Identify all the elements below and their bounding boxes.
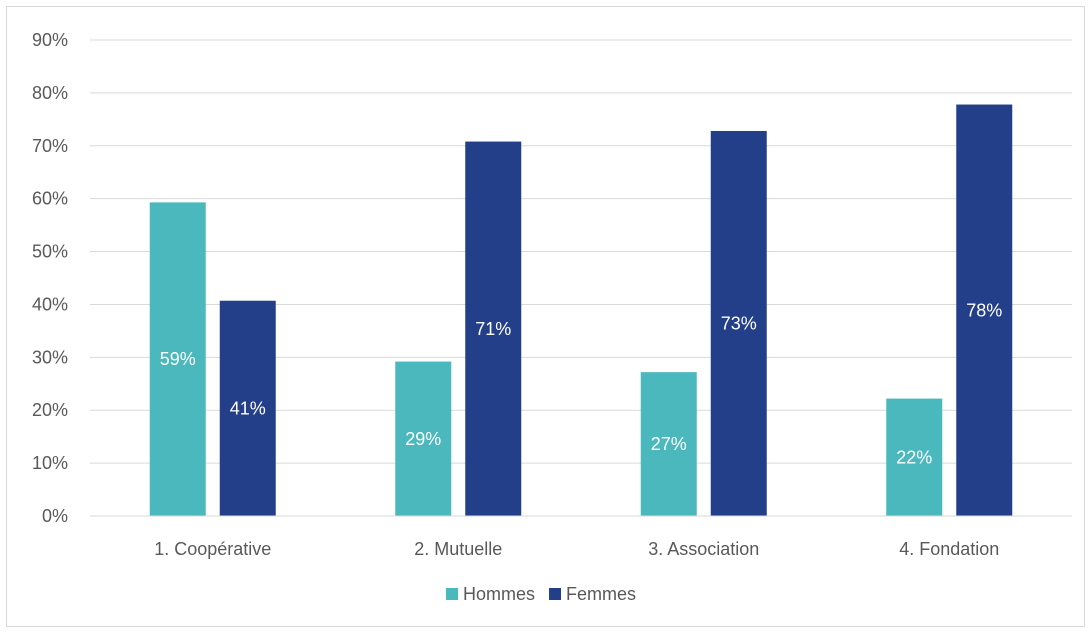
bar-hommes-2 <box>395 361 452 516</box>
y-tick-label: 20% <box>32 400 68 420</box>
bar-femmes-4 <box>956 104 1013 516</box>
y-tick-label: 80% <box>32 83 68 103</box>
y-tick-label: 0% <box>42 506 68 526</box>
y-tick-label: 90% <box>32 30 68 50</box>
bar-hommes-1 <box>149 202 206 516</box>
y-tick-label: 10% <box>32 453 68 473</box>
data-label: 27% <box>651 434 687 454</box>
y-tick-label: 60% <box>32 189 68 209</box>
data-label: 22% <box>896 447 932 467</box>
x-axis: 1. Coopérative 2. Mutuelle 3. Association 4… <box>90 515 1072 559</box>
legend-label-femmes: Femmes <box>566 584 636 604</box>
data-label: 71% <box>475 319 511 339</box>
bar-hommes-3 <box>640 372 697 516</box>
bars: 59% 41% 29% 71% 27% 73% 22% 78% <box>149 104 1013 517</box>
x-tick-label: 1. Coopérative <box>154 539 271 559</box>
legend-label-hommes: Hommes <box>463 584 535 604</box>
data-label: 73% <box>721 313 757 333</box>
bar-femmes-2 <box>465 141 522 516</box>
x-tick-label: 2. Mutuelle <box>414 539 502 559</box>
y-tick-label: 40% <box>32 294 68 314</box>
bar-femmes-3 <box>710 130 767 517</box>
y-tick-label: 70% <box>32 136 68 156</box>
legend: Hommes Femmes <box>446 584 636 604</box>
x-tick-label: 4. Fondation <box>899 539 999 559</box>
data-label: 78% <box>966 300 1002 320</box>
y-tick-label: 30% <box>32 347 68 367</box>
legend-swatch-femmes <box>549 588 562 600</box>
data-label: 29% <box>405 429 441 449</box>
bar-femmes-1 <box>219 300 276 516</box>
y-axis: 0% 10% 20% 30% 40% 50% 60% 70% 80% 90% <box>32 30 68 526</box>
x-tick-label: 3. Association <box>648 539 759 559</box>
bar-hommes-4 <box>886 398 943 516</box>
data-label: 59% <box>160 349 196 369</box>
legend-swatch-hommes <box>446 588 458 600</box>
data-label: 41% <box>230 398 266 418</box>
y-tick-label: 50% <box>32 242 68 262</box>
